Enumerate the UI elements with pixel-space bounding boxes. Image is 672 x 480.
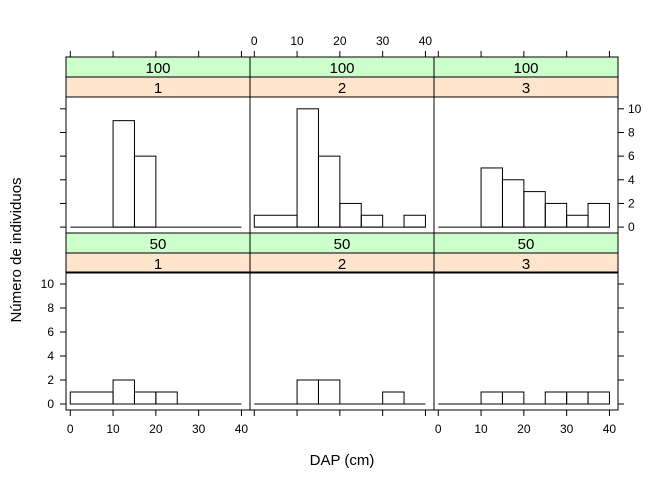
strip-inner-label: 2: [338, 256, 346, 273]
histogram-bar: [566, 391, 589, 405]
histogram-bar: [339, 202, 362, 228]
panel-frame: [433, 271, 619, 411]
y-tick-label-left: 0: [47, 397, 54, 411]
strip-inner-label: 3: [522, 256, 530, 273]
histogram-bar: [112, 120, 135, 228]
histogram-bar: [360, 214, 384, 228]
strip-outer-label: 50: [150, 236, 167, 253]
histogram-bar: [403, 214, 426, 228]
histogram-bar: [501, 179, 525, 228]
y-tick-label-right: 4: [628, 173, 635, 187]
strip-inner-label: 2: [338, 80, 346, 97]
strip-outer-label: 100: [513, 60, 538, 77]
x-tick-label-bottom: 30: [192, 422, 206, 436]
panel-50-1: 501: [65, 232, 251, 411]
x-tick-label-bottom: 20: [517, 422, 531, 436]
y-tick-label-left: 2: [47, 373, 54, 387]
y-tick-label-right: 6: [628, 149, 635, 163]
histogram-bar: [296, 379, 319, 405]
histogram-bar: [566, 214, 589, 228]
histogram-bar: [317, 155, 341, 228]
y-tick-label-right: 0: [628, 220, 635, 234]
x-tick-label-top: 40: [419, 34, 433, 48]
y-tick-label-left: 4: [47, 349, 54, 363]
histogram-bar: [296, 108, 319, 228]
histogram-bar: [382, 391, 405, 405]
x-tick-label-top: 0: [251, 34, 258, 48]
histogram-bar: [69, 391, 114, 405]
x-tick-label-bottom: 40: [603, 422, 617, 436]
strip-inner-label: 1: [154, 80, 162, 97]
x-tick-label-bottom: 40: [235, 422, 249, 436]
x-tick-label-bottom: 0: [435, 422, 442, 436]
x-tick-label-top: 10: [290, 34, 304, 48]
histogram-bar: [133, 155, 157, 228]
y-tick-label-left: 6: [47, 325, 54, 339]
panel-frame: [433, 96, 619, 234]
strip-inner-label: 3: [522, 80, 530, 97]
histogram-bar: [112, 379, 135, 405]
y-tick-label-right: 2: [628, 196, 635, 210]
strip-outer-label: 100: [329, 60, 354, 77]
x-tick-label-bottom: 30: [560, 422, 574, 436]
x-tick-label-bottom: 0: [67, 422, 74, 436]
x-tick-label-bottom: 20: [149, 422, 163, 436]
y-tick-label-left: 10: [41, 277, 55, 291]
panel-frame: [249, 271, 435, 411]
panel-50-3: 503: [433, 232, 619, 411]
x-tick-label-bottom: 10: [474, 422, 488, 436]
panel-frame: [65, 271, 251, 411]
y-tick-label-right: 8: [628, 125, 635, 139]
panel-50-2: 502: [249, 232, 435, 411]
histogram-bar: [480, 167, 503, 228]
y-axis-title: Número de individuos: [8, 177, 25, 322]
strip-inner-label: 1: [154, 256, 162, 273]
panel-frame: [249, 96, 435, 234]
x-axis-title: DAP (cm): [310, 452, 375, 469]
strip-outer-label: 100: [145, 60, 170, 77]
x-tick-label-top: 20: [333, 34, 347, 48]
y-tick-label-left: 8: [47, 301, 54, 315]
histogram-bar: [480, 391, 503, 405]
strip-outer-label: 50: [334, 236, 351, 253]
strip-outer-label: 50: [518, 236, 535, 253]
histogram-bar: [544, 391, 568, 405]
axes-layer: 0 10 20 30 40 0 10 20 30 400 10 20 30 400246810024681…: [41, 34, 642, 436]
y-tick-label-right: 10: [628, 102, 642, 116]
strip-inner: [433, 252, 619, 274]
histogram-bar: [523, 191, 546, 228]
x-tick-label-top: 30: [376, 34, 390, 48]
x-tick-label-bottom: 10: [106, 422, 120, 436]
histogram-bar: [587, 391, 610, 405]
histogram-bar: [501, 391, 525, 405]
panel-frame: [65, 96, 251, 234]
histogram-bar: [544, 202, 568, 228]
histogram-bar: [587, 202, 610, 228]
histogram-bar: [317, 379, 341, 405]
histogram-bar: [133, 391, 157, 405]
histogram-bar: [155, 391, 178, 405]
histogram-bar: [253, 214, 298, 228]
